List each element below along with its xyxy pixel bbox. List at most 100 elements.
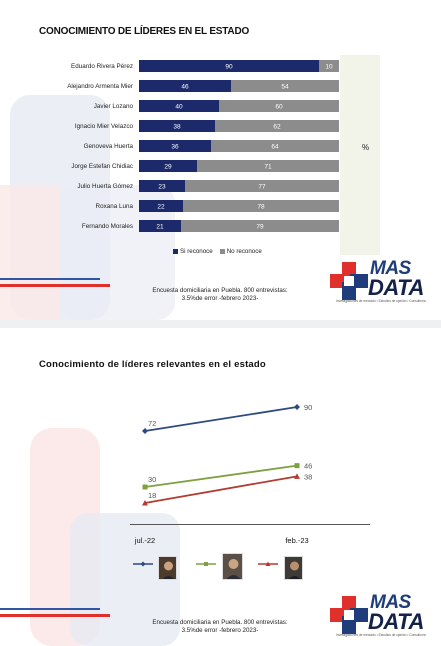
category-label: Genoveva Huerta [84,143,134,150]
data-label: 72 [148,419,156,428]
mas-data-logo-2: MAS DATA Investigaciones de mercado • Es… [330,590,430,640]
bar-si-reconoce [139,140,211,152]
bar-si-reconoce [139,220,181,232]
legend-label-no-reconoce: No reconoce [226,248,262,255]
category-label: Alejandro Armenta Mier [67,83,133,90]
data-point [142,484,148,490]
slide1-title: CONOCIMIENTO DE LÍDERES EN EL ESTADO [39,26,250,37]
data-point [294,404,300,410]
logo-cross-icon [330,262,368,300]
percent-unit-label: % [362,143,370,152]
bar-no-reconoce [181,220,339,232]
bar-no-reconoce [215,120,339,132]
logo-text-data: DATA [368,609,424,634]
data-point [142,500,148,506]
logo-text-mas: MAS [370,258,411,279]
bar-no-reconoce [211,140,339,152]
data-point [294,473,300,479]
legend-marker [265,561,271,566]
bar-chart-legend: Si reconoce No reconoce [173,248,262,255]
trend-line-chart: 72 90 30 46 18 38 jul.-22 feb.-23 [133,403,312,567]
data-label: 30 [148,475,156,484]
data-label-si-reconoce: 29 [164,163,172,170]
person-icon [285,557,302,579]
legend-swatch-no-reconoce [219,248,225,254]
data-label-no-reconoce: 10 [325,63,333,70]
logo-tagline: Investigaciones de mercado • Estudios de… [336,633,426,637]
category-label: Eduardo Rivera Pérez [71,63,133,70]
survey-note: Encuesta domiciliaria en Puebla. 800 ent… [130,287,310,302]
data-label: 90 [304,403,312,412]
data-label-si-reconoce: 23 [158,183,166,190]
legend-item-si-reconoce: Si reconoce [173,248,213,255]
category-label: Roxana Luna [96,203,134,210]
data-label: 18 [148,491,156,500]
slide-trend-line-chart: Conocimiento de líderes relevantes en el… [0,328,441,646]
mas-data-logo: MAS DATA Investigaciones de mercado • Es… [330,256,430,306]
x-tick-label: jul.-22 [134,536,155,545]
person-icon [223,554,242,579]
bar-si-reconoce [139,160,197,172]
data-point [142,428,148,434]
data-label-si-reconoce: 40 [175,103,183,110]
survey-note-2-line2: 3.5%de error -febrero 2023- [181,626,259,634]
leader-portrait-2 [222,553,243,580]
bar-si-reconoce [139,200,183,212]
data-label-si-reconoce: 21 [156,223,164,230]
slide-recognition-bar-chart: CONOCIMIENTO DE LÍDERES EN EL ESTADO Edu… [0,0,441,320]
leader-portrait-1 [158,556,177,580]
data-point [294,463,300,469]
leader-portrait-3 [284,556,303,580]
bar-no-reconoce [319,60,339,72]
legend-item-no-reconoce: No reconoce [219,248,262,255]
legend-marker [140,561,146,567]
data-label-si-reconoce: 46 [181,83,189,90]
data-label-no-reconoce: 62 [273,123,281,130]
bar-si-reconoce [139,120,215,132]
slide2-title: Conocimiento de líderes relevantes en el… [39,359,266,370]
survey-note-line1: Encuesta domiciliaria en Puebla. 800 ent… [152,287,288,294]
legend-swatch-si-reconoce [173,248,178,254]
bar-no-reconoce [185,180,339,192]
category-label: Julio Huerta Gómez [77,183,133,190]
data-label-no-reconoce: 77 [258,183,266,190]
data-label-si-reconoce: 36 [171,143,179,150]
bar-si-reconoce [139,100,219,112]
category-label: Javier Lozano [94,103,134,110]
data-label-no-reconoce: 79 [256,223,264,230]
series-line [144,464,298,488]
bar-no-reconoce [183,200,339,212]
data-label: 46 [304,462,312,471]
category-label: Ignacio Mier Velazco [75,123,134,130]
recognition-bar-chart: Eduardo Rivera Pérez 90 10 Alejandro Arment… [67,60,339,232]
data-label-no-reconoce: 78 [257,203,265,210]
x-tick-label: feb.-23 [285,536,308,545]
data-label: 38 [304,472,312,481]
bar-no-reconoce [197,160,339,172]
series-line [144,475,298,504]
series-line [144,406,298,432]
bar-no-reconoce [231,80,339,92]
data-label-no-reconoce: 71 [264,163,272,170]
category-label: Fernando Morales [82,223,133,230]
logo-text-data: DATA [368,275,424,300]
legend-label-si-reconoce: Si reconoce [180,248,213,255]
bar-si-reconoce [139,80,231,92]
bar-no-reconoce [219,100,339,112]
legend-marker [204,562,208,566]
data-label-no-reconoce: 64 [271,143,279,150]
logo-text-mas: MAS [370,592,411,613]
bar-si-reconoce [139,60,319,72]
logo-tagline: Investigaciones de mercado • Estudios de… [336,299,426,303]
category-label: Jorge Estefan Chidiac [71,163,133,170]
data-label-no-reconoce: 60 [275,103,283,110]
survey-note-2-line1: Encuesta domiciliaria en Puebla. 800 ent… [152,619,288,626]
data-label-si-reconoce: 38 [173,123,181,130]
survey-note-line2: 3.5%de error -febrero 2023- [181,294,259,302]
data-label-no-reconoce: 54 [281,83,289,90]
data-label-si-reconoce: 90 [225,63,233,70]
logo-cross-icon [330,596,368,634]
person-icon [159,557,176,579]
survey-note-2: Encuesta domiciliaria en Puebla. 800 ent… [130,619,310,634]
bar-si-reconoce [139,180,185,192]
